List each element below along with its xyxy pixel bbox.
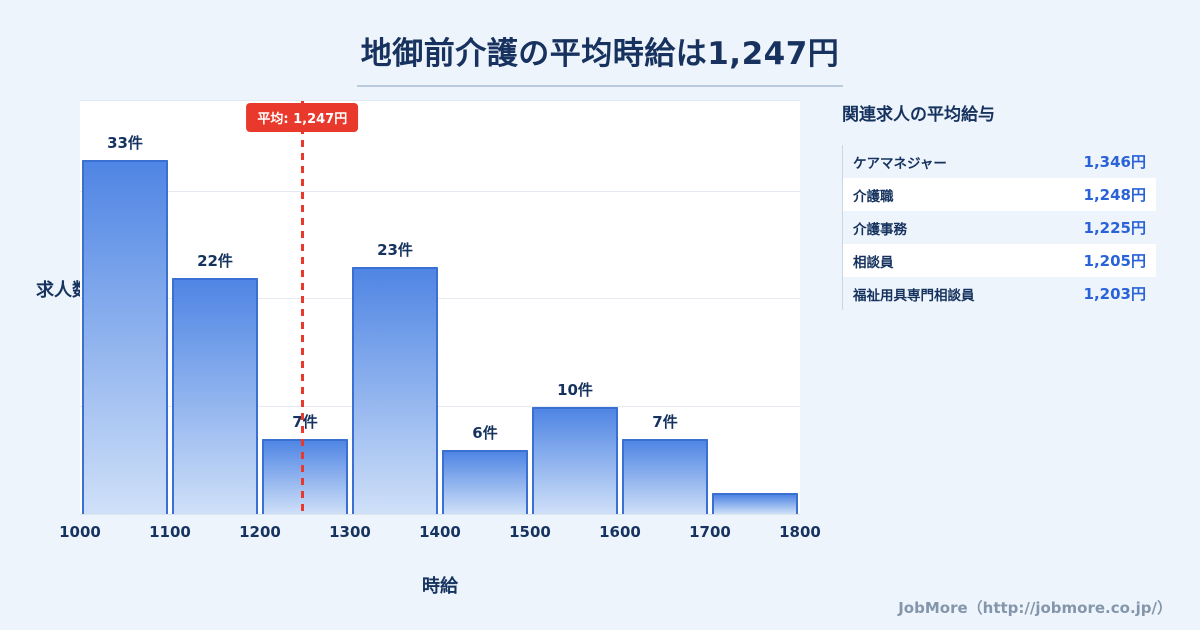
list-item: ケアマネジャー 1,346円 — [843, 145, 1156, 178]
panel-title: 関連求人の平均給与 — [842, 105, 995, 125]
average-badge: 平均: 1,247円 — [246, 103, 359, 132]
page-title-wrap: 地御前介護の平均時給は1,247円 — [0, 0, 1200, 87]
histogram-bar — [262, 438, 348, 514]
histogram-bar — [712, 492, 798, 514]
x-tick-label: 1100 — [149, 523, 191, 541]
bar-count-label: 7件 — [652, 412, 678, 431]
histogram-bar — [622, 438, 708, 514]
x-tick-label: 1400 — [419, 523, 461, 541]
related-jobs-list: ケアマネジャー 1,346円 介護職 1,248円 介護事務 1,225円 相談… — [842, 145, 1156, 310]
list-item: 介護事務 1,225円 — [843, 211, 1156, 244]
histogram-bar — [532, 406, 618, 514]
y-axis-label: 求人数 — [36, 280, 90, 301]
histogram-bar — [82, 160, 168, 514]
x-tick-label: 1200 — [239, 523, 281, 541]
x-axis-label: 時給 — [422, 576, 458, 597]
job-label: 福祉用具専門相談員 — [853, 287, 975, 304]
histogram-bar — [172, 278, 258, 514]
list-item: 相談員 1,205円 — [843, 244, 1156, 277]
gridline — [80, 298, 800, 300]
plot-area: 33件 22件 7件 23件 6件 10件 7件 — [80, 100, 800, 515]
x-tick-label: 1700 — [689, 523, 731, 541]
bar-count-label: 10件 — [557, 380, 593, 399]
list-item: 福祉用具専門相談員 1,203円 — [843, 277, 1156, 310]
x-tick-label: 1800 — [779, 523, 821, 541]
x-tick-label: 1500 — [509, 523, 551, 541]
job-label: ケアマネジャー — [853, 155, 947, 172]
bar-count-label: 7件 — [292, 412, 318, 431]
job-value: 1,205円 — [1083, 252, 1146, 270]
bar-count-label: 6件 — [472, 423, 498, 442]
job-value: 1,346円 — [1083, 153, 1146, 171]
related-jobs-panel: 関連求人の平均給与 ケアマネジャー 1,346円 介護職 1,248円 介護事務… — [842, 100, 1156, 310]
average-line — [300, 101, 304, 514]
bar-count-label: 33件 — [107, 134, 143, 152]
gridline — [80, 191, 800, 193]
job-value: 1,248円 — [1083, 186, 1146, 204]
job-label: 介護職 — [853, 188, 894, 205]
job-value: 1,203円 — [1083, 285, 1146, 303]
page-title: 地御前介護の平均時給は1,247円 — [356, 28, 844, 87]
bar-count-label: 23件 — [377, 241, 413, 260]
x-tick-label: 1300 — [329, 523, 371, 541]
x-axis-ticks: 1000 1100 1200 1300 1400 1500 1600 1700 1800 — [59, 523, 821, 543]
job-label: 介護事務 — [853, 221, 907, 238]
x-tick-label: 1000 — [59, 523, 101, 541]
job-label: 相談員 — [853, 254, 894, 271]
job-value: 1,225円 — [1083, 219, 1146, 237]
bar-count-label: 22件 — [197, 252, 233, 270]
list-item: 介護職 1,248円 — [843, 178, 1156, 211]
x-tick-label: 1600 — [599, 523, 641, 541]
gridline — [80, 405, 800, 407]
histogram-bar — [352, 267, 438, 514]
histogram-bar — [442, 449, 528, 514]
footer-credit: JobMore（http://jobmore.co.jp/） — [898, 599, 1172, 617]
histogram-chart: 33件 22件 7件 23件 6件 10件 7件 平均: 1,247円 1000 1100 12… — [59, 100, 821, 541]
